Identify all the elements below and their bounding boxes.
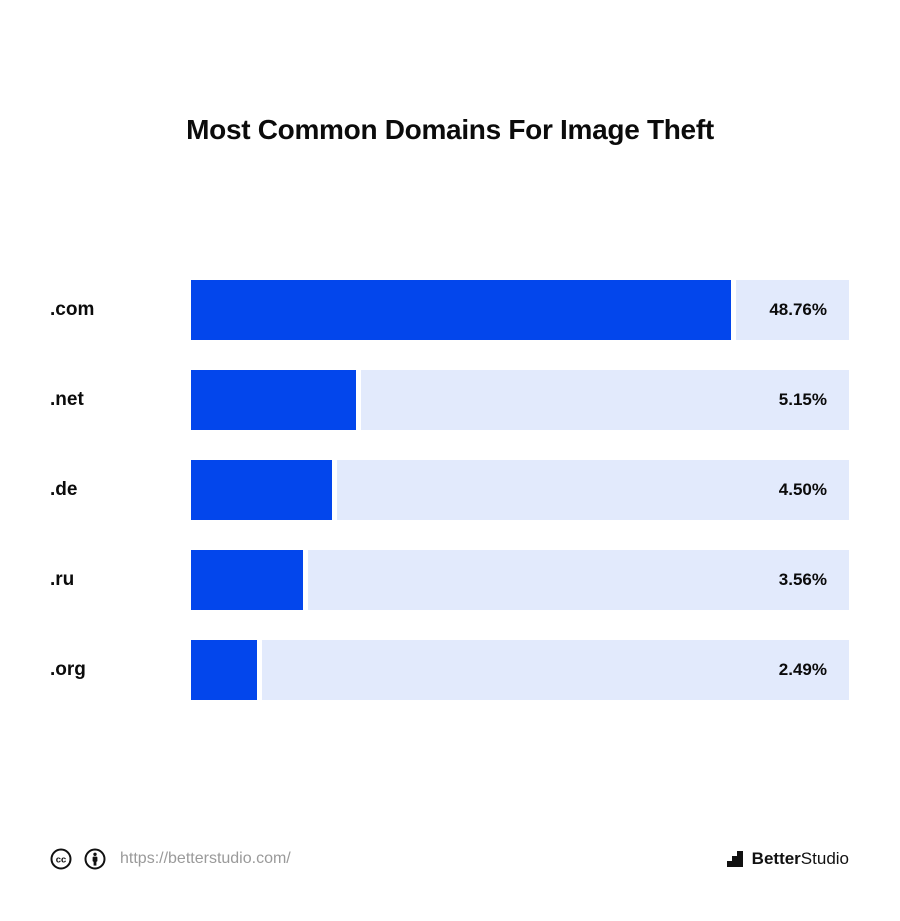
category-label: .de [50, 479, 78, 500]
bar [191, 280, 731, 340]
category-label: .com [50, 299, 95, 320]
bar [191, 460, 332, 520]
svg-text:cc: cc [56, 855, 67, 866]
category-label: .net [50, 389, 84, 410]
bar-separator [303, 550, 308, 610]
value-label: 48.76% [769, 300, 827, 319]
bar [191, 550, 303, 610]
bar-track: 3.56% [191, 550, 849, 610]
bar-track: 48.76% [191, 280, 849, 340]
creative-commons-icon: cc [50, 848, 72, 870]
value-label: 4.50% [778, 480, 827, 499]
source-url[interactable]: https://betterstudio.com/ [120, 850, 291, 867]
bar-separator [257, 640, 262, 700]
value-label: 2.49% [778, 660, 827, 679]
value-label: 5.15% [778, 390, 827, 409]
bar-track: 2.49% [191, 640, 849, 700]
bar [191, 370, 356, 430]
value-label: 3.56% [778, 570, 827, 589]
category-label: .ru [50, 569, 75, 590]
bar-separator [731, 280, 736, 340]
bar [191, 640, 257, 700]
brand-name-strong: Better [751, 849, 801, 868]
bar-track: 4.50% [191, 460, 849, 520]
attribution-icon [84, 848, 106, 870]
bar-track: 5.15% [191, 370, 849, 430]
brand-name-rest: Studio [800, 849, 849, 868]
stairs-logo-icon [726, 851, 743, 867]
chart-title: Most Common Domains For Image Theft [186, 114, 714, 145]
category-label: .org [50, 659, 86, 680]
brand-name: BetterStudio [752, 849, 849, 869]
brand[interactable]: BetterStudio [726, 848, 849, 870]
footer: cc https://betterstudio.com/ [50, 846, 291, 872]
bar-separator [356, 370, 361, 430]
bar-separator [332, 460, 337, 520]
